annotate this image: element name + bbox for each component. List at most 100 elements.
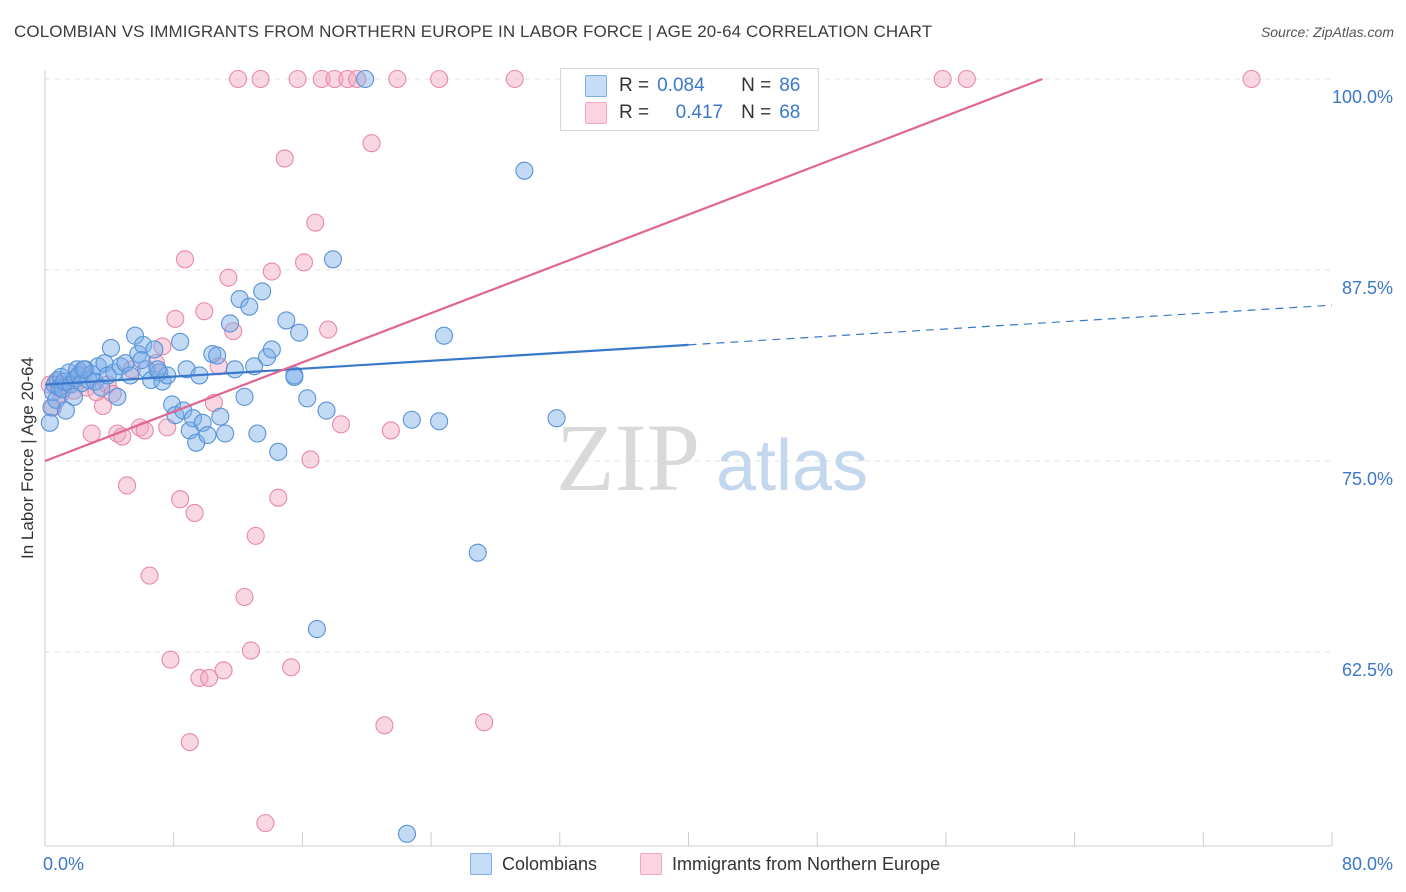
data-point xyxy=(397,824,417,843)
data-point xyxy=(282,658,301,677)
data-point xyxy=(93,396,112,416)
data-point xyxy=(248,424,267,443)
data-point xyxy=(294,253,314,272)
bottom-legend-swatch-immigrants xyxy=(640,853,662,875)
data-point xyxy=(269,442,288,461)
data-point xyxy=(933,69,952,89)
legend-n-label: N = xyxy=(741,102,772,123)
bottom-legend-label-colombians: Colombians xyxy=(502,853,598,874)
trend-line-colombians xyxy=(44,343,689,386)
trend-line-immigrants xyxy=(44,77,1043,463)
data-point xyxy=(338,69,357,89)
data-point xyxy=(306,213,325,232)
data-point xyxy=(108,387,127,406)
legend-n-value-colombians: 86 xyxy=(779,75,801,96)
series-colombians-points xyxy=(40,69,566,843)
legend-swatch-colombians xyxy=(585,75,607,97)
data-point xyxy=(230,289,249,309)
data-point xyxy=(220,314,240,333)
data-point xyxy=(317,401,336,420)
data-point xyxy=(161,650,180,669)
legend-r-label: R = xyxy=(619,75,650,96)
data-point xyxy=(547,409,566,428)
data-point xyxy=(323,250,343,269)
data-point xyxy=(208,346,227,365)
data-point xyxy=(166,309,185,328)
data-point xyxy=(240,297,259,316)
data-point xyxy=(214,661,233,680)
data-point xyxy=(275,149,294,168)
x-tick-labels: 0.0% 80.0% xyxy=(43,854,1393,874)
data-point xyxy=(957,69,976,89)
data-point xyxy=(190,668,209,688)
data-point xyxy=(388,69,407,89)
data-point xyxy=(375,716,394,735)
correlation-legend: R = 0.084 N = 86 R = 0.417 N = 68 xyxy=(560,68,819,131)
trend-line-colombians-extension xyxy=(688,304,1333,346)
data-point xyxy=(101,338,121,357)
data-point xyxy=(148,360,167,379)
data-point xyxy=(103,384,122,403)
x-tick-label-min: 0.0% xyxy=(43,854,84,874)
data-point xyxy=(312,69,331,89)
data-point xyxy=(216,424,235,443)
data-point xyxy=(171,490,190,509)
data-point xyxy=(331,415,351,434)
data-point xyxy=(235,587,254,607)
y-tick-label: 87.5% xyxy=(1342,278,1393,298)
legend-n-label: N = xyxy=(741,75,772,96)
data-point xyxy=(40,413,59,432)
legend-r-value-colombians: 0.084 xyxy=(657,75,705,96)
source-label: Source: ZipAtlas.com xyxy=(1260,24,1394,40)
data-point xyxy=(269,488,288,507)
data-point xyxy=(290,323,309,342)
data-point xyxy=(211,407,230,426)
y-tick-label: 62.5% xyxy=(1342,660,1393,680)
data-point xyxy=(288,69,307,89)
data-point xyxy=(298,389,317,408)
data-point xyxy=(253,282,272,301)
data-point xyxy=(134,335,153,354)
data-point xyxy=(64,387,84,406)
data-point xyxy=(111,357,130,376)
y-axis-label: In Labor Force | Age 20-64 xyxy=(18,357,37,559)
data-point xyxy=(319,320,338,339)
data-point xyxy=(430,412,449,431)
data-point xyxy=(251,69,270,89)
data-point xyxy=(325,69,344,89)
y-tick-label: 100.0% xyxy=(1332,87,1393,107)
data-point xyxy=(185,503,204,523)
data-point xyxy=(256,814,275,833)
data-point xyxy=(229,69,248,89)
data-point xyxy=(434,326,454,345)
data-point xyxy=(402,410,421,429)
data-point xyxy=(1242,69,1261,89)
data-point xyxy=(56,401,75,420)
bottom-legend-swatch-colombians xyxy=(470,853,492,875)
legend-r-value-immigrants: 0.417 xyxy=(675,102,724,123)
legend-n-value-immigrants: 68 xyxy=(779,102,801,123)
y-tick-labels: 62.5% 75.0% 87.5% 100.0% xyxy=(1332,87,1393,680)
data-point xyxy=(301,450,320,469)
data-point xyxy=(74,360,93,379)
data-point xyxy=(277,311,296,330)
data-point xyxy=(140,566,159,585)
data-point xyxy=(246,526,265,545)
data-point xyxy=(381,421,400,440)
x-ticks xyxy=(44,832,1333,846)
data-point xyxy=(515,161,534,180)
data-point xyxy=(505,69,524,89)
legend-swatch-immigrants xyxy=(585,102,607,124)
data-point xyxy=(356,69,375,89)
watermark: ZIP atlas xyxy=(556,404,868,511)
data-point xyxy=(200,668,219,688)
data-point xyxy=(225,360,244,379)
data-point xyxy=(235,387,254,406)
watermark-atlas: atlas xyxy=(716,426,868,506)
data-point xyxy=(145,340,164,359)
data-point xyxy=(121,366,140,385)
data-point xyxy=(198,425,217,445)
data-point xyxy=(285,367,304,387)
trend-lines xyxy=(44,77,1333,463)
